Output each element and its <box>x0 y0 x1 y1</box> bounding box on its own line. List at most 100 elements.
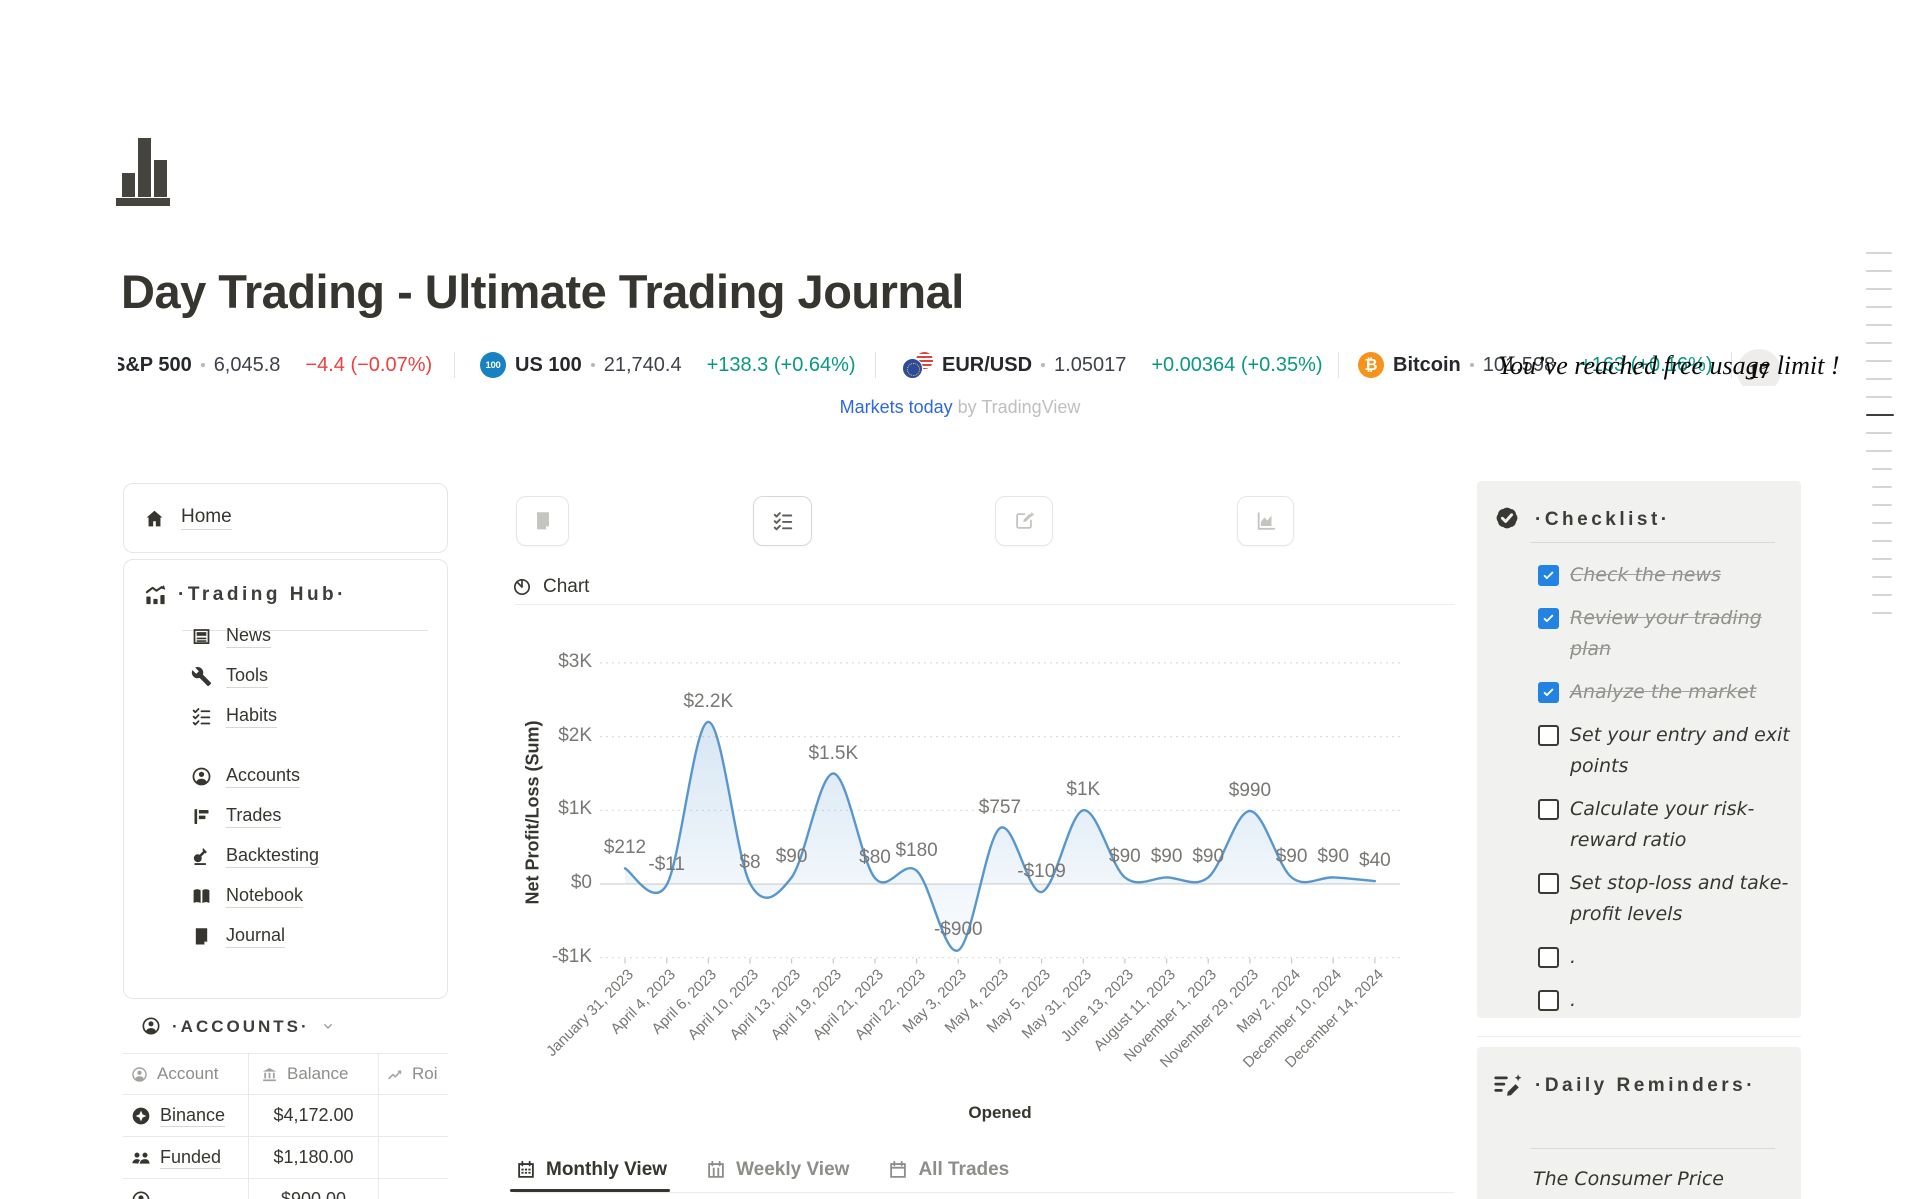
area-chart-icon <box>1255 510 1277 532</box>
sidebar-item-news[interactable]: News <box>191 616 437 656</box>
ticker-change: +138.3 (+0.64%) <box>706 353 856 376</box>
tab-label: Weekly View <box>736 1159 850 1180</box>
toolbar-button-checklist[interactable] <box>753 496 812 546</box>
markets-today-link[interactable]: Markets today <box>839 397 953 417</box>
checked-checkbox[interactable] <box>1538 608 1559 629</box>
outline-line[interactable] <box>1872 504 1892 506</box>
divider <box>182 630 428 631</box>
dot-separator-icon <box>1041 363 1046 367</box>
sidebar-item-accounts[interactable]: Accounts <box>191 756 437 796</box>
outline-line[interactable] <box>1872 558 1892 560</box>
unchecked-checkbox[interactable] <box>1538 799 1559 820</box>
checklist-icon <box>191 706 212 727</box>
ticker-symbol: S&P 500 <box>118 353 192 376</box>
outline-line[interactable] <box>1866 252 1892 254</box>
trading-hub-title: ·Trading Hub· <box>178 584 347 605</box>
usage-limit-watermark: You’ve reached free usage limit ! <box>1498 351 1840 380</box>
checklist-item-label: Review your trading plan <box>1570 607 1762 660</box>
outline-line[interactable] <box>1866 306 1892 308</box>
sidebar-item-home[interactable]: Home <box>123 483 448 553</box>
ticker-change: +0.00364 (+0.35%) <box>1151 353 1323 376</box>
checklist-item-label: . <box>1570 946 1577 968</box>
page-title: Day Trading - Ultimate Trading Journal <box>121 265 964 318</box>
outline-line[interactable] <box>1866 450 1892 452</box>
sidebar-item-trades[interactable]: Trades <box>191 796 437 836</box>
outline-line[interactable] <box>1866 360 1892 362</box>
account-link[interactable]: Funded <box>160 1146 222 1169</box>
chevron-down-icon[interactable] <box>320 1018 337 1035</box>
tab-weekly-view[interactable]: Weekly View <box>705 1159 849 1181</box>
checked-checkbox[interactable] <box>1538 682 1559 703</box>
data-point-label: -$900 <box>933 919 983 941</box>
outline-line[interactable] <box>1866 378 1892 380</box>
outline-line[interactable] <box>1872 612 1892 614</box>
outline-line[interactable] <box>1872 576 1892 578</box>
ticker-symbol: EUR/USD <box>942 353 1033 376</box>
person-icon <box>131 1066 148 1083</box>
account-cell[interactable] <box>123 1179 249 1199</box>
outline-line[interactable] <box>1872 468 1892 470</box>
outline-line[interactable] <box>1866 324 1892 326</box>
checklist-item-label: Check the news <box>1570 564 1721 586</box>
account-link[interactable]: Binance <box>160 1104 226 1127</box>
checklist-item-label: Set stop-loss and take-profit levels <box>1570 872 1789 925</box>
toolbar-button-area-chart[interactable] <box>1237 496 1294 546</box>
account-cell[interactable]: Funded <box>123 1137 249 1178</box>
account-cell[interactable]: Binance <box>123 1095 249 1136</box>
chart-y-axis-title: Net Profit/Loss (Sum) <box>522 720 543 905</box>
sidebar-item-tools[interactable]: Tools <box>191 656 437 696</box>
ticker-item-us-100[interactable]: 100 US 100 21,740.4 +138.3 (+0.64%) <box>480 344 856 386</box>
checked-checkbox[interactable] <box>1538 565 1559 586</box>
toolbar-button-compose[interactable] <box>995 496 1053 546</box>
outline-line[interactable] <box>1872 486 1892 488</box>
tabs-border <box>515 1192 1455 1193</box>
column-header-balance[interactable]: Balance <box>249 1054 379 1094</box>
compose-icon <box>1013 510 1035 532</box>
column-header-account[interactable]: Account <box>123 1054 249 1094</box>
sidebar-item-habits[interactable]: Habits <box>191 696 437 736</box>
sidebar-item-label: Notebook <box>226 885 304 908</box>
tab-all-trades[interactable]: All Trades <box>887 1159 1009 1181</box>
open-book-icon <box>191 886 212 907</box>
outline-line[interactable] <box>1872 522 1892 524</box>
sidebar-item-journal[interactable]: Journal <box>191 916 437 956</box>
calendar-blank-icon <box>887 1159 909 1181</box>
unchecked-checkbox[interactable] <box>1538 873 1559 894</box>
active-tab-underline <box>510 1189 670 1192</box>
data-point-label: $40 <box>1359 850 1391 872</box>
outline-line[interactable] <box>1866 414 1894 416</box>
dot-separator-icon <box>590 363 595 367</box>
ticker-item-s-p-500[interactable]: S&P 500 6,045.8 −4.4 (−0.07%) <box>118 344 432 386</box>
outline-line[interactable] <box>1866 270 1892 272</box>
sidebar-item-label: Journal <box>226 925 286 948</box>
outline-line[interactable] <box>1866 396 1892 398</box>
book-icon <box>191 926 212 947</box>
outline-line[interactable] <box>1872 594 1892 596</box>
ticker-change: −4.4 (−0.07%) <box>305 353 433 376</box>
toolbar-button-journal[interactable] <box>516 496 569 546</box>
sidebar-item-notebook[interactable]: Notebook <box>191 876 437 916</box>
data-point-label: -$109 <box>1017 861 1066 882</box>
column-header-roi[interactable]: Roi <box>379 1054 448 1094</box>
sidebar-item-backtesting[interactable]: Backtesting <box>191 836 437 876</box>
unchecked-checkbox[interactable] <box>1538 725 1559 746</box>
microscope-icon <box>191 846 212 867</box>
tab-monthly-view[interactable]: Monthly View <box>515 1159 667 1181</box>
unchecked-checkbox[interactable] <box>1538 947 1559 968</box>
balance-cell: $900.00 <box>249 1179 379 1199</box>
tab-label: All Trades <box>918 1159 1010 1180</box>
checklist-item: . <box>1538 942 1790 973</box>
outline-line[interactable] <box>1866 342 1892 344</box>
sidebar-item-label: News <box>226 625 272 648</box>
ticker-item-eur-usd[interactable]: EUR/USD 1.05017 +0.00364 (+0.35%) <box>902 344 1323 386</box>
data-point-label: $90 <box>1192 846 1225 868</box>
unchecked-checkbox[interactable] <box>1538 990 1559 1011</box>
outline-line[interactable] <box>1866 432 1892 434</box>
ticker-item-bitcoin[interactable]: ₿ Bitcoin 101,598 +163 (+0.16%) <box>1358 344 1712 386</box>
divider <box>1338 352 1339 378</box>
roi-cell <box>379 1179 448 1199</box>
outline-line[interactable] <box>1872 540 1892 542</box>
outline-line[interactable] <box>1866 288 1892 290</box>
accounts-section-toggle[interactable]: ·ACCOUNTS· <box>141 1016 337 1037</box>
